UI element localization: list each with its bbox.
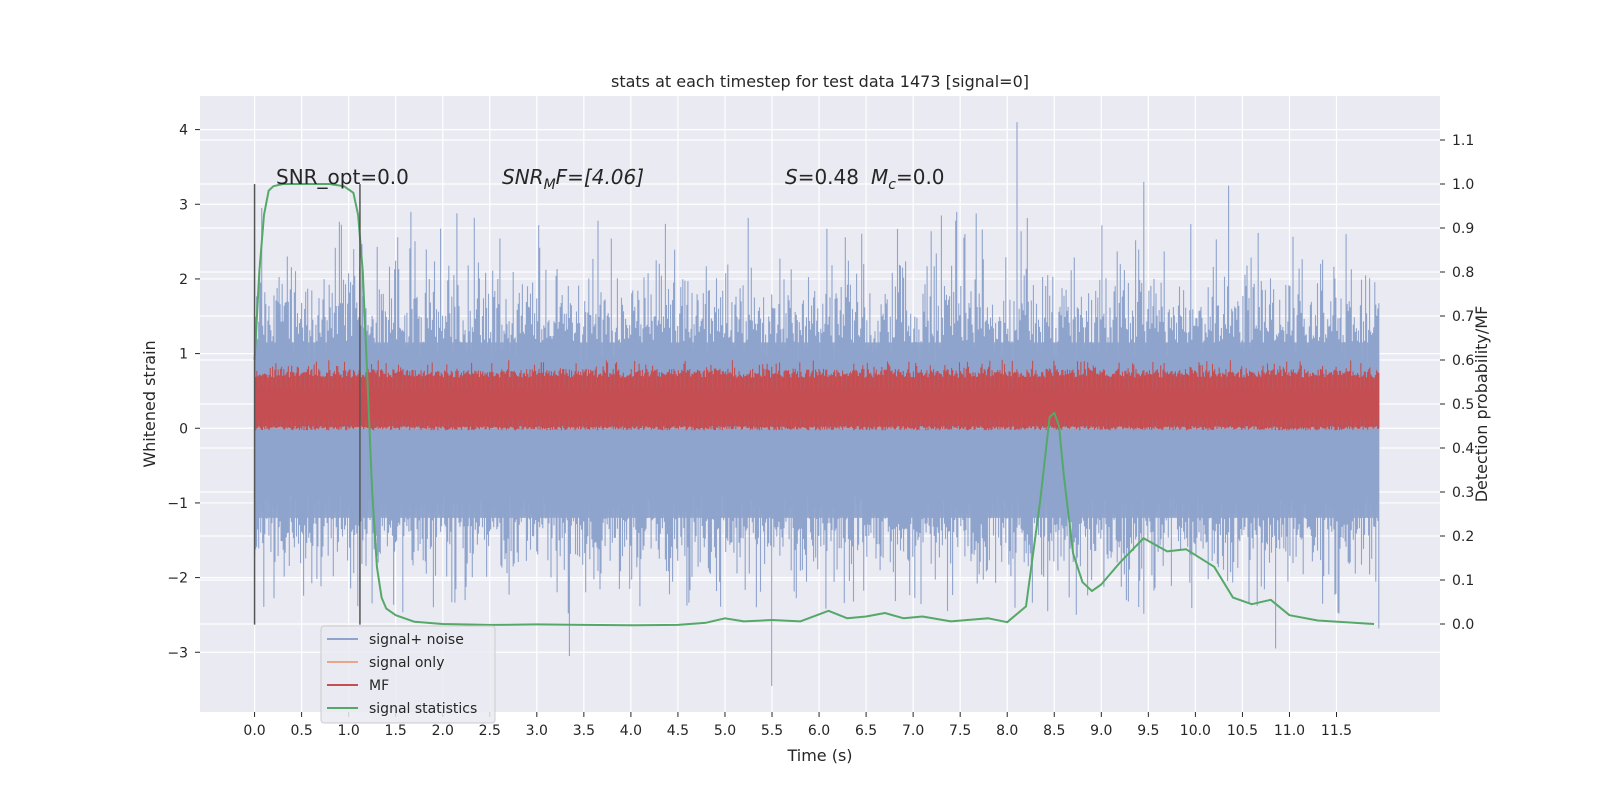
legend-label-signal-statistics: signal statistics xyxy=(369,701,477,717)
x-tick-label: 4.0 xyxy=(620,723,642,739)
y-right-tick-label: 0.6 xyxy=(1452,353,1474,369)
y-right-tick-label: 0.5 xyxy=(1452,397,1474,413)
annotation-snr-mf-main: SNR xyxy=(502,165,544,189)
y-right-tick-label: 0.1 xyxy=(1452,573,1474,589)
y-left-tick-label: −3 xyxy=(167,645,188,661)
y-right-tick-label: 0.3 xyxy=(1452,485,1474,501)
x-tick-label: 10.5 xyxy=(1227,723,1258,739)
x-tick-label: 2.5 xyxy=(479,723,501,739)
x-axis-ticks: 0.0 0.5 1.0 1.5 2.0 2.5 3.0 3.5 4.0 4.5 5.0 5.5 6.0 6… xyxy=(243,712,1352,739)
y-right-tick-label: 0.9 xyxy=(1452,221,1474,237)
x-tick-label: 7.0 xyxy=(902,723,924,739)
y-right-tick-label: 0.0 xyxy=(1452,617,1474,633)
x-tick-label: 6.0 xyxy=(808,723,830,739)
annotation-snr-opt: SNR_opt=0.0 xyxy=(276,165,409,189)
x-tick-label: 3.0 xyxy=(526,723,548,739)
x-tick-label: 9.0 xyxy=(1090,723,1112,739)
x-tick-label: 1.0 xyxy=(338,723,360,739)
y-left-tick-label: 1 xyxy=(179,347,188,363)
signal-statistics-line xyxy=(253,183,1375,627)
x-tick-label: 6.5 xyxy=(855,723,877,739)
y-left-tick-label: 0 xyxy=(179,421,188,437)
x-tick-label: 8.0 xyxy=(996,723,1018,739)
annotation-snr-mf: SNRMF=[4.06] xyxy=(502,165,644,193)
legend-label-mf: MF xyxy=(369,678,389,694)
x-tick-label: 5.5 xyxy=(761,723,783,739)
annotation-s-mc: S=0.48 Mc=0.0 xyxy=(785,165,945,193)
x-tick-label: 0.5 xyxy=(290,723,312,739)
y-axis-left-label: Whitened strain xyxy=(140,340,159,467)
annotation-mc-label: M xyxy=(871,165,888,189)
x-tick-label: 0.0 xyxy=(243,723,265,739)
y-left-tick-label: 2 xyxy=(179,272,188,288)
x-axis-label: Time (s) xyxy=(786,746,852,765)
x-tick-label: 3.5 xyxy=(573,723,595,739)
y-left-tick-label: −1 xyxy=(167,496,188,512)
x-tick-label: 4.5 xyxy=(667,723,689,739)
x-tick-label: 11.5 xyxy=(1321,723,1352,739)
x-tick-label: 5.0 xyxy=(714,723,736,739)
annotation-mc-value: =0.0 xyxy=(896,165,945,189)
x-tick-label: 8.5 xyxy=(1043,723,1065,739)
series-signal-statistics xyxy=(253,183,1375,627)
y-axis-right-ticks: 0.0 0.1 0.2 0.3 0.4 0.5 0.6 0.7 0.8 0.9 1.0 1.1 xyxy=(1440,133,1474,633)
window-markers xyxy=(253,184,361,625)
y-left-tick-label: −2 xyxy=(167,571,188,587)
annotation-mc-sub: c xyxy=(888,177,896,193)
x-tick-label: 10.0 xyxy=(1180,723,1211,739)
annotation-s-value: =0.48 xyxy=(798,165,859,189)
chart-title: stats at each timestep for test data 147… xyxy=(611,72,1029,91)
legend-label-signal-only: signal only xyxy=(369,655,444,671)
y-left-tick-label: 3 xyxy=(179,197,188,213)
x-tick-label: 9.5 xyxy=(1137,723,1159,739)
y-axis-right-label: Detection probability/MF xyxy=(1472,306,1491,503)
annotation-snr-mf-sub: M xyxy=(544,177,556,193)
y-axis-left-ticks: −3 −2 −1 0 1 2 3 4 xyxy=(167,123,200,661)
annotation-snr-mf-f: F=[4.06] xyxy=(556,165,644,189)
annotation-s-label: S xyxy=(785,165,798,189)
y-right-tick-label: 0.4 xyxy=(1452,441,1474,457)
y-right-tick-label: 1.1 xyxy=(1452,133,1474,149)
y-right-tick-label: 0.2 xyxy=(1452,529,1474,545)
x-tick-label: 7.5 xyxy=(949,723,971,739)
y-right-tick-label: 0.8 xyxy=(1452,265,1474,281)
legend: signal+ noise signal only MF signal stat… xyxy=(320,625,496,724)
y-right-tick-label: 0.7 xyxy=(1452,309,1474,325)
legend-label-signal-noise: signal+ noise xyxy=(369,632,464,648)
legend-box xyxy=(320,625,496,724)
y-left-tick-label: 4 xyxy=(179,123,188,139)
y-right-tick-label: 1.0 xyxy=(1452,177,1474,193)
x-tick-label: 2.0 xyxy=(432,723,454,739)
x-tick-label: 11.0 xyxy=(1274,723,1305,739)
x-tick-label: 1.5 xyxy=(385,723,407,739)
